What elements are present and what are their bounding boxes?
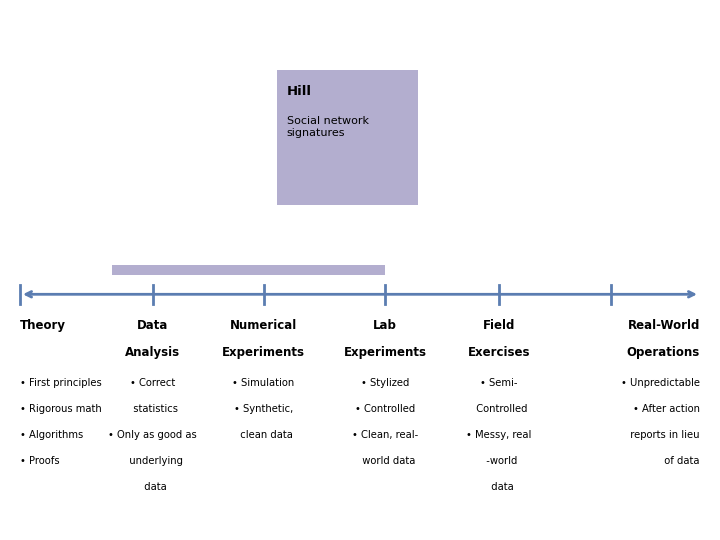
FancyBboxPatch shape bbox=[277, 70, 418, 205]
Text: Data: Data bbox=[137, 319, 168, 332]
Text: Hill: Hill bbox=[287, 85, 312, 98]
Text: • Semi-: • Semi- bbox=[480, 378, 518, 388]
Text: Controlled: Controlled bbox=[470, 404, 528, 414]
Text: data: data bbox=[485, 482, 513, 492]
Text: • Synthetic,: • Synthetic, bbox=[234, 404, 293, 414]
Text: Numerical: Numerical bbox=[230, 319, 297, 332]
Text: Experiments: Experiments bbox=[343, 346, 427, 359]
Text: data: data bbox=[138, 482, 167, 492]
Text: • Only as good as: • Only as good as bbox=[108, 430, 197, 440]
Text: -world: -world bbox=[480, 456, 518, 466]
Text: • Unpredictable: • Unpredictable bbox=[621, 378, 700, 388]
Text: reports in lieu: reports in lieu bbox=[624, 430, 700, 440]
Text: underlying: underlying bbox=[122, 456, 183, 466]
Text: • Algorithms: • Algorithms bbox=[20, 430, 84, 440]
FancyBboxPatch shape bbox=[112, 265, 385, 275]
Text: • Simulation: • Simulation bbox=[233, 378, 294, 388]
Text: Operations: Operations bbox=[626, 346, 700, 359]
Text: clean data: clean data bbox=[234, 430, 293, 440]
Text: • Controlled: • Controlled bbox=[355, 404, 415, 414]
Text: statistics: statistics bbox=[127, 404, 178, 414]
Text: • Clean, real-: • Clean, real- bbox=[352, 430, 418, 440]
Text: Lab: Lab bbox=[373, 319, 397, 332]
Text: Field: Field bbox=[483, 319, 515, 332]
Text: Experiments: Experiments bbox=[222, 346, 305, 359]
Text: • Proofs: • Proofs bbox=[20, 456, 60, 466]
Text: Real-World: Real-World bbox=[627, 319, 700, 332]
Text: Social network
signatures: Social network signatures bbox=[287, 116, 369, 138]
Text: of data: of data bbox=[658, 456, 700, 466]
Text: Analysis: Analysis bbox=[125, 346, 180, 359]
Text: • After action: • After action bbox=[633, 404, 700, 414]
Text: world data: world data bbox=[356, 456, 415, 466]
Text: • Rigorous math: • Rigorous math bbox=[20, 404, 102, 414]
Text: Theory: Theory bbox=[20, 319, 66, 332]
Text: Exercises: Exercises bbox=[468, 346, 530, 359]
Text: • Stylized: • Stylized bbox=[361, 378, 410, 388]
Text: • Messy, real: • Messy, real bbox=[467, 430, 531, 440]
Text: • Correct: • Correct bbox=[130, 378, 175, 388]
Text: • First principles: • First principles bbox=[20, 378, 102, 388]
